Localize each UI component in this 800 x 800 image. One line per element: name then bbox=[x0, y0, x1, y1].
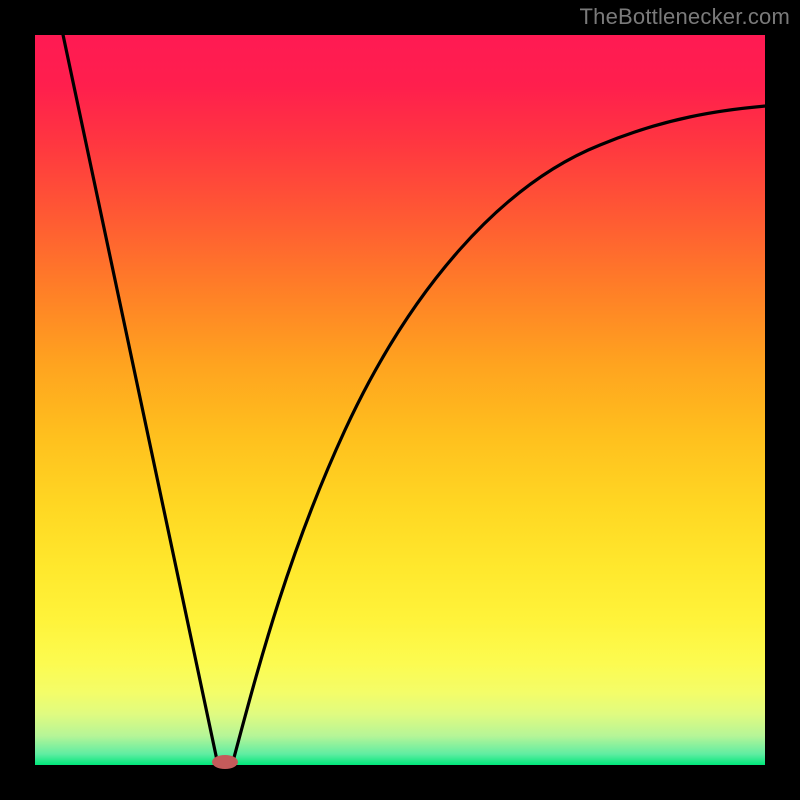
chart-container: TheBottlenecker.com bbox=[0, 0, 800, 800]
optimum-marker bbox=[212, 755, 238, 769]
bottleneck-chart bbox=[0, 0, 800, 800]
chart-plot-area bbox=[35, 35, 765, 765]
watermark-text: TheBottlenecker.com bbox=[580, 4, 790, 30]
